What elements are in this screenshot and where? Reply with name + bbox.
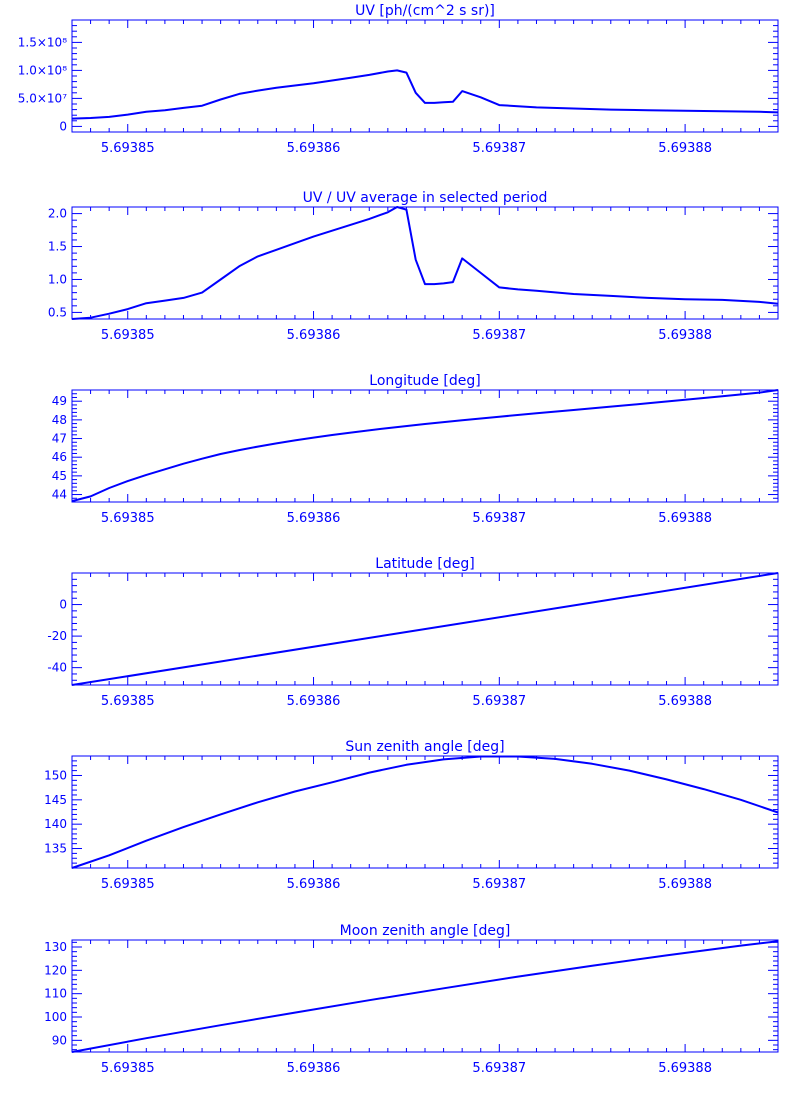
x-tick-label: 5.69385 (101, 328, 155, 343)
y-tick-label: 120 (44, 963, 67, 977)
x-tick-label: 5.69387 (472, 511, 526, 526)
y-tick-label: 150 (44, 768, 67, 782)
x-tick-label: 5.69386 (287, 694, 341, 709)
y-tick-label: 47 (52, 432, 67, 446)
y-tick-label: 90 (52, 1033, 67, 1047)
x-tick-label: 5.69388 (658, 1061, 712, 1076)
x-tick-label: 5.69386 (287, 328, 341, 343)
x-tick-label: 5.69385 (101, 1061, 155, 1076)
y-tick-label: 5.0×10⁷ (18, 91, 67, 105)
y-tick-label: 1.5×10⁸ (18, 35, 67, 49)
x-tick-label: 5.69387 (472, 328, 526, 343)
series-line (71, 389, 779, 503)
y-tick-label: 1.0 (48, 272, 67, 286)
x-tick-label: 5.69388 (658, 511, 712, 526)
y-tick-label: 44 (52, 488, 67, 502)
y-tick-label: 2.0 (48, 207, 67, 221)
x-tick-label: 5.69387 (472, 877, 526, 892)
y-tick-label: 48 (52, 413, 67, 427)
x-tick-label: 5.69386 (287, 141, 341, 156)
y-tick-label: 110 (44, 987, 67, 1001)
y-tick-label: 135 (44, 842, 67, 856)
x-tick-label: 5.69387 (472, 1061, 526, 1076)
x-tick-label: 5.69388 (658, 141, 712, 156)
x-tick-label: 5.69385 (101, 694, 155, 709)
x-tick-label: 5.69386 (287, 1061, 341, 1076)
x-tick-label: 5.69387 (472, 141, 526, 156)
x-tick-label: 5.69388 (658, 694, 712, 709)
plot-frame (71, 206, 779, 320)
series-line (71, 572, 779, 686)
chart-panel-6: Moon zenith angle [deg] 5.69385 5.69386 5.6… (44, 923, 779, 1076)
x-tick-label: 5.69388 (658, 877, 712, 892)
panel-title: UV [ph/(cm^2 s sr)] (355, 3, 495, 19)
plot-frame (71, 389, 779, 503)
panel-title: UV / UV average in selected period (303, 190, 548, 206)
y-tick-label: 100 (44, 1010, 67, 1024)
x-tick-label: 5.69385 (101, 511, 155, 526)
panel-title: Moon zenith angle [deg] (340, 923, 511, 939)
chart-panel-4: Latitude [deg] 5.69385 5.69386 5.69387 5.693… (47, 556, 779, 709)
y-tick-label: -20 (47, 629, 67, 643)
plot-frame (71, 19, 779, 133)
y-tick-label: 0.5 (48, 305, 67, 319)
chart-panel-1: UV [ph/(cm^2 s sr)] 5.69385 5.69386 5.69387… (18, 3, 779, 156)
x-tick-label: 5.69386 (287, 511, 341, 526)
x-tick-label: 5.69386 (287, 877, 341, 892)
y-tick-label: 45 (52, 469, 67, 483)
y-tick-label: 145 (44, 793, 67, 807)
panel-title: Longitude [deg] (369, 373, 480, 389)
x-tick-label: 5.69385 (101, 877, 155, 892)
series-line (71, 206, 779, 320)
y-tick-label: 1.0×10⁸ (18, 63, 67, 77)
panel-title: Sun zenith angle [deg] (345, 739, 504, 755)
y-tick-label: 0 (59, 119, 67, 133)
y-tick-label: -40 (47, 661, 67, 675)
y-tick-label: 46 (52, 450, 67, 464)
panel-title: Latitude [deg] (375, 556, 474, 572)
y-tick-label: 130 (44, 940, 67, 954)
y-tick-label: 1.5 (48, 240, 67, 254)
chart-panel-5: Sun zenith angle [deg] 5.69385 5.69386 5.69… (44, 739, 779, 892)
series-line (71, 755, 779, 869)
series-line (71, 69, 779, 120)
y-tick-label: 49 (52, 394, 67, 408)
x-tick-label: 5.69388 (658, 328, 712, 343)
x-tick-label: 5.69387 (472, 694, 526, 709)
plot-frame (71, 939, 779, 1053)
plot-frame (71, 755, 779, 869)
chart-panel-2: UV / UV average in selected period 5.6938… (48, 190, 779, 343)
y-tick-label: 140 (44, 817, 67, 831)
y-tick-label: 0 (59, 598, 67, 612)
x-tick-label: 5.69385 (101, 141, 155, 156)
chart-panel-3: Longitude [deg] 5.69385 5.69386 5.69387 5.69… (52, 373, 779, 526)
series-line (71, 940, 779, 1053)
